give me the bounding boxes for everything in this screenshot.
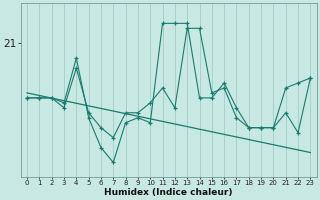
X-axis label: Humidex (Indice chaleur): Humidex (Indice chaleur) xyxy=(104,188,233,197)
